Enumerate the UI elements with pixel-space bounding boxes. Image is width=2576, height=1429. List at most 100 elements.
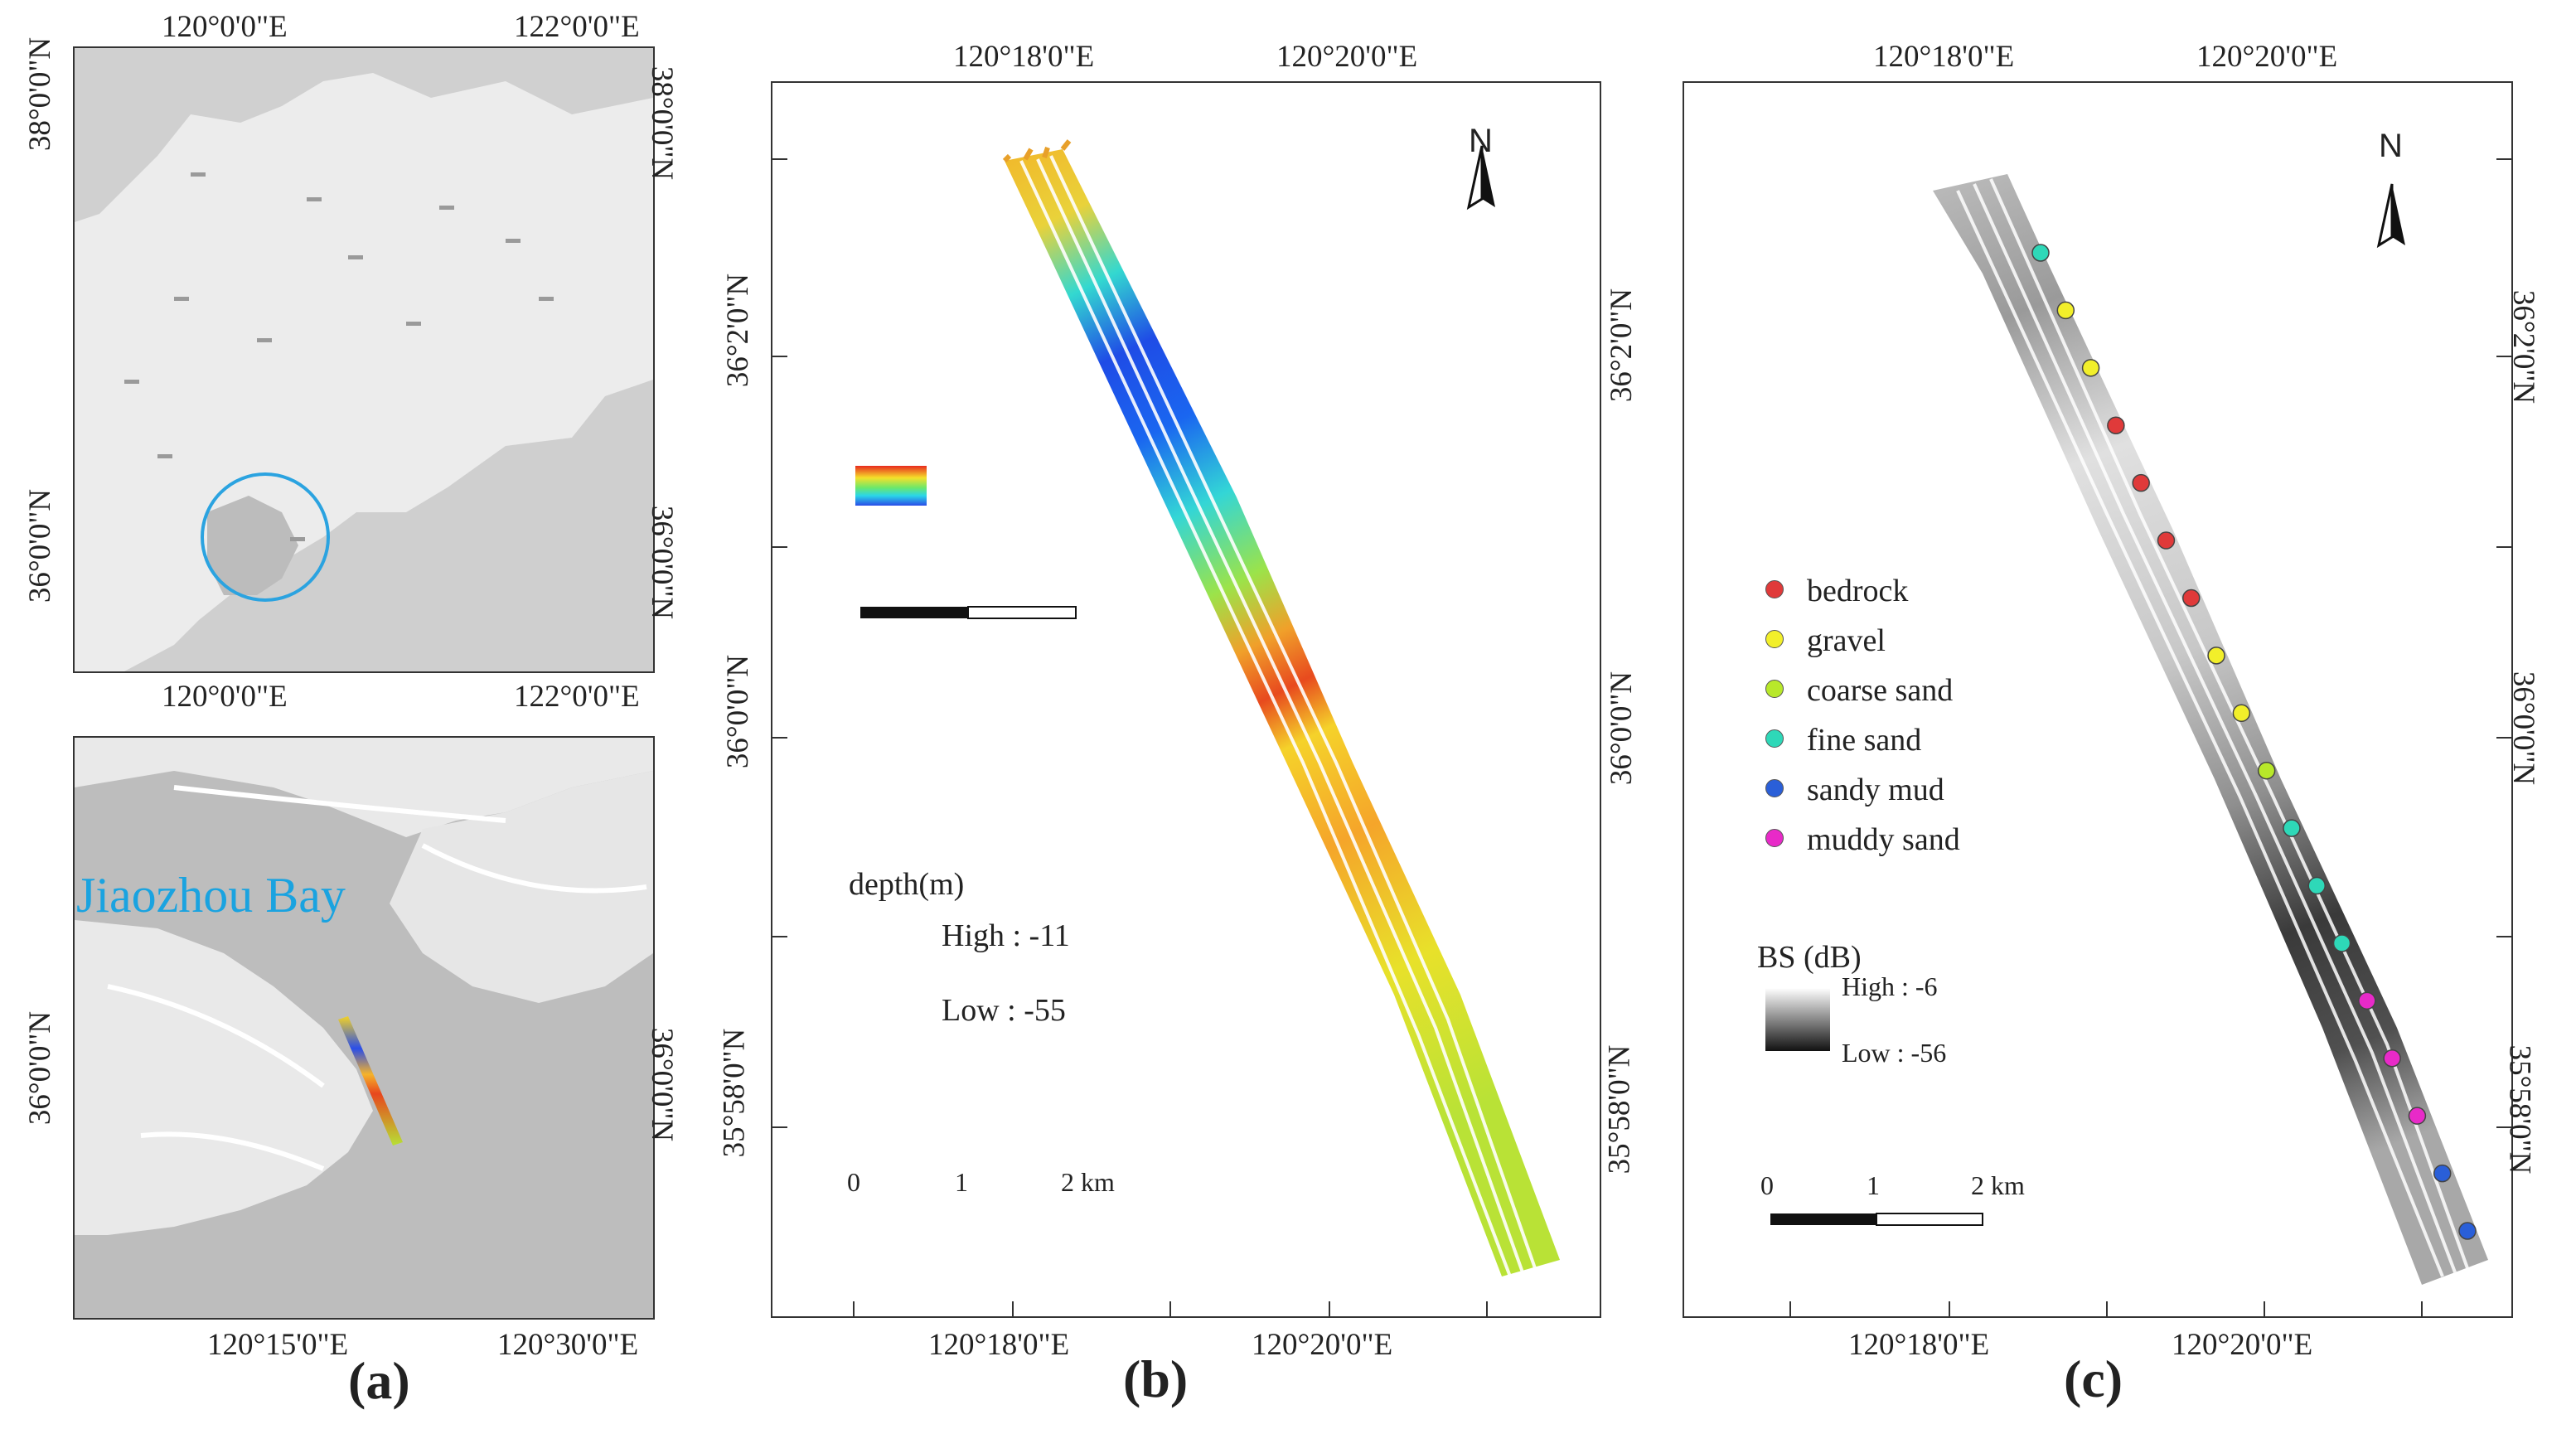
scale-bar-c-white <box>1876 1213 1983 1226</box>
depth-legend-low: Low : -55 <box>942 993 1066 1028</box>
sample-point-muddy-sand <box>2358 991 2376 1010</box>
sample-point-muddy-sand <box>2383 1049 2401 1068</box>
panel-c-lat-tick-left-1: 36°2'0"N <box>1605 288 1639 403</box>
panel-c-lon-tick-top-1: 120°18'0"E <box>1873 40 2015 74</box>
study-area-circle <box>201 472 330 602</box>
panel-c-lat-tick-left-3: 35°58'0"N <box>1602 1044 1637 1175</box>
survey-strip-overview <box>338 1016 403 1146</box>
sample-point-bedrock <box>2182 589 2201 608</box>
north-arrow-b <box>1466 145 1495 211</box>
panel-c-lon-tick-bottom-2: 120°20'0"E <box>2172 1328 2313 1362</box>
bay-map-lon-tick-2: 120°30'0"E <box>497 1328 639 1362</box>
panel-c-lat-tick-right-1: 36°2'0"N <box>2506 289 2541 404</box>
regional-map <box>73 46 655 673</box>
top-map-lon-tick-bottom-1: 120°0'0"E <box>162 680 288 714</box>
sample-point-fine-sand <box>2283 819 2301 837</box>
panel-b-lat-tick-1: 36°2'0"N <box>721 273 756 388</box>
bs-color-ramp <box>1765 988 1830 1051</box>
sample-point-sandy-mud <box>2433 1164 2452 1183</box>
panel-b-lon-tick-top-2: 120°20'0"E <box>1276 40 1418 74</box>
north-label-b: N <box>1469 123 1493 159</box>
legend-label-bedrock: bedrock <box>1807 574 1909 608</box>
top-map-lat-tick-right-1: 38°0'0"N <box>645 65 680 181</box>
top-map-lat-tick-left-2: 36°0'0"N <box>23 488 58 603</box>
bs-legend-low: Low : -56 <box>1842 1038 1947 1068</box>
scale-c-label-1: 1 <box>1867 1170 1880 1200</box>
sample-points <box>2031 244 2477 1240</box>
legend-label-fine-sand: fine sand <box>1807 723 1922 758</box>
panel-c-caption: (c) <box>2064 1349 2123 1408</box>
sample-point-fine-sand <box>2031 244 2050 262</box>
scale-b-label-1: 1 <box>955 1167 968 1197</box>
regional-map-graphic <box>75 48 653 671</box>
panel-b-caption: (b) <box>1123 1349 1189 1408</box>
panel-c-lon-tick-bottom-1: 120°18'0"E <box>1848 1328 1990 1362</box>
north-label-c: N <box>2379 128 2403 164</box>
scale-b-label-0: 0 <box>847 1167 860 1197</box>
scale-bar-b-white <box>967 606 1077 619</box>
backscatter-graphic <box>1765 158 2511 1316</box>
frame-ticks-b <box>772 158 1488 1316</box>
sample-point-gravel <box>2207 647 2225 665</box>
bay-map-lat-tick-right: 36°0'0"N <box>645 1027 680 1142</box>
depth-legend-title: depth(m) <box>849 867 965 902</box>
sample-point-fine-sand <box>2307 876 2326 895</box>
backscatter-swath <box>1933 174 2488 1285</box>
panel-c-lon-tick-top-2: 120°20'0"E <box>2196 40 2338 74</box>
legend-label-coarse-sand: coarse sand <box>1807 673 1954 708</box>
depth-legend-high: High : -11 <box>942 918 1070 953</box>
scale-c-label-0: 0 <box>1760 1170 1774 1200</box>
legend-dot-bedrock <box>1765 580 1784 598</box>
panel-b-lon-tick-bottom-1: 120°18'0"E <box>928 1328 1070 1362</box>
top-map-lon-tick-bottom-2: 122°0'0"E <box>514 680 640 714</box>
sample-point-gravel <box>2081 359 2100 377</box>
panel-c-lat-tick-right-2: 36°0'0"N <box>2506 671 2541 786</box>
scale-bar-b-black <box>860 607 968 618</box>
legend-label-sandy-mud: sandy mud <box>1807 773 1944 807</box>
top-map-lon-tick-2: 122°0'0"E <box>514 10 640 44</box>
backscatter-map <box>1683 81 2513 1318</box>
top-map-lat-tick-left-1: 38°0'0"N <box>23 36 58 152</box>
legend-dot-fine-sand <box>1765 729 1784 748</box>
legend-dot-muddy-sand <box>1765 829 1784 847</box>
sample-point-gravel <box>2056 301 2075 320</box>
survey-track-gaps <box>1019 155 1537 1277</box>
legend-label-muddy-sand: muddy sand <box>1807 822 1960 857</box>
sample-point-bedrock <box>2157 531 2176 550</box>
panel-b-lat-tick-3: 35°58'0"N <box>717 1028 752 1158</box>
scale-bar-c-black <box>1770 1213 1876 1225</box>
panel-c-lat-tick-right-3: 35°58'0"N <box>2502 1044 2537 1175</box>
panel-b-lon-tick-top-1: 120°18'0"E <box>953 40 1095 74</box>
bay-map-graphic <box>75 738 653 1318</box>
sample-point-muddy-sand <box>2408 1107 2427 1125</box>
north-arrow-c <box>2376 183 2405 249</box>
bay-map-lon-tick-1: 120°15'0"E <box>207 1328 349 1362</box>
depth-color-ramp <box>855 466 927 506</box>
bay-map-lat-tick-left: 36°0'0"N <box>23 1010 58 1126</box>
panel-b-lat-tick-2: 36°0'0"N <box>721 654 756 769</box>
bs-legend-title: BS (dB) <box>1757 940 1862 975</box>
top-map-lon-tick-1: 120°0'0"E <box>162 10 288 44</box>
top-map-lat-tick-right-2: 36°0'0"N <box>645 505 680 620</box>
sample-point-gravel <box>2232 704 2251 723</box>
sample-point-bedrock <box>2132 473 2150 492</box>
survey-swath <box>1005 149 1560 1276</box>
legend-label-gravel: gravel <box>1807 623 1886 658</box>
sample-point-bedrock <box>2107 416 2125 434</box>
sample-point-fine-sand <box>2332 934 2351 952</box>
sample-point-sandy-mud <box>2458 1222 2477 1240</box>
panel-c-lat-tick-left-2: 36°0'0"N <box>1605 671 1639 786</box>
legend-dot-gravel <box>1765 630 1784 648</box>
panel-a-caption: (a) <box>348 1351 410 1410</box>
sample-point-coarse-sand <box>2257 761 2276 780</box>
panel-b-lon-tick-bottom-2: 120°20'0"E <box>1252 1328 1393 1362</box>
bathymetry-graphic <box>772 139 1560 1316</box>
scale-b-label-2: 2 km <box>1061 1167 1115 1197</box>
bay-map <box>73 736 655 1320</box>
legend-dot-coarse-sand <box>1765 680 1784 698</box>
bs-legend-high: High : -6 <box>1842 971 1938 1001</box>
frame-ticks-c <box>1789 158 2511 1316</box>
bay-title: Jiaozhou Bay <box>76 868 346 923</box>
legend-dot-sandy-mud <box>1765 779 1784 797</box>
scale-c-label-2: 2 km <box>1971 1170 2025 1200</box>
